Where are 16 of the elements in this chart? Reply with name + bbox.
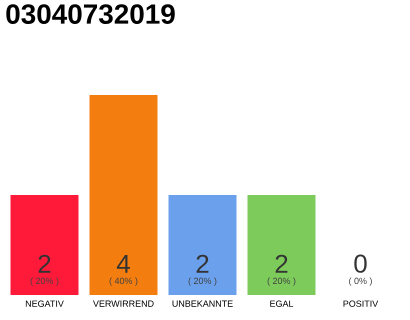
x-tick-label: NEGATIV — [26, 300, 64, 307]
annotation: 2 — [196, 254, 208, 273]
annotation: 0 — [354, 254, 367, 273]
x-tick-label: VERWIRREND — [92, 300, 154, 307]
data-label: ( 0% ) — [349, 277, 372, 286]
data-label: ( 20% ) — [268, 277, 296, 286]
data-label: ( 40% ) — [110, 277, 138, 286]
data-label: ( 20% ) — [188, 277, 216, 286]
data-label: ( 20% ) — [30, 277, 58, 286]
chart-title: 03040732019 — [6, 4, 175, 24]
x-tick-label: UNBEKANNTE — [172, 300, 233, 307]
annotation: 2 — [38, 254, 50, 273]
annotation: 4 — [116, 254, 130, 273]
x-tick-label: POSITIV — [344, 300, 378, 307]
annotation: 2 — [276, 254, 288, 273]
x-tick-label: EGAL — [270, 300, 294, 307]
